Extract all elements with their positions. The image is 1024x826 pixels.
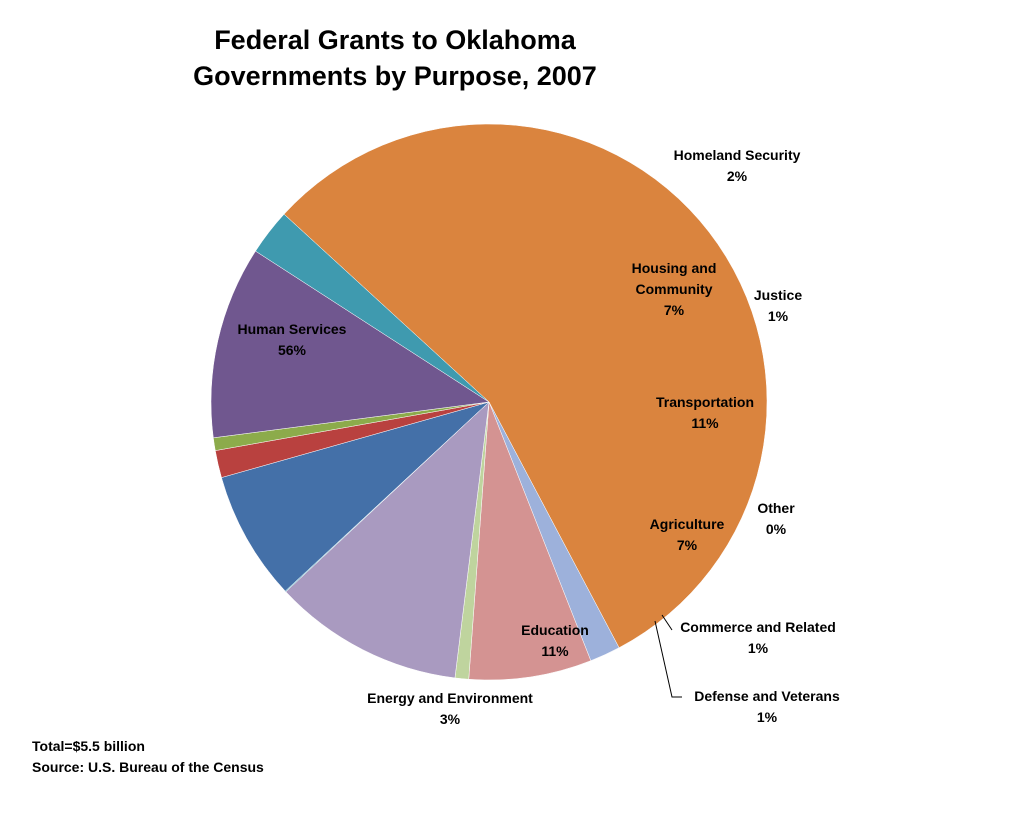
footnote-source: Source: U.S. Bureau of the Census [32, 759, 264, 775]
pie-slice-human-services [283, 123, 768, 649]
chart-title-line-2: Governments by Purpose, 2007 [193, 61, 597, 91]
slice-label-justice: Justice 1% [754, 287, 802, 324]
slice-labels: Human Services 56% Homeland Security 2% Hous… [238, 147, 840, 727]
slice-label-homeland-security: Homeland Security 2% [674, 147, 801, 184]
slice-label-housing-and-community: Housing and Community 7% [632, 260, 717, 318]
pie-slice-energy-and-environment [255, 213, 490, 403]
leader-commerce [661, 614, 673, 631]
slice-label-defense-and-veterans: Defense and Veterans 1% [694, 688, 840, 725]
footnote: Total=$5.5 billion Source: U.S. Bureau o… [32, 736, 264, 778]
chart-title-line-1: Federal Grants to Oklahoma [214, 25, 576, 55]
slice-label-human-services: Human Services 56% [238, 321, 347, 358]
pie-slice-agriculture [221, 401, 490, 592]
pie-slice-transportation [285, 401, 490, 679]
leader-defense [654, 620, 682, 698]
slice-label-transportation: Transportation 11% [656, 394, 754, 431]
slice-label-commerce-and-related: Commerce and Related 1% [680, 619, 836, 656]
slice-label-agriculture: Agriculture 7% [650, 516, 725, 553]
footnote-total: Total=$5.5 billion [32, 738, 145, 754]
pie-slices [210, 123, 768, 681]
pie-slice-housing-and-community [468, 401, 592, 681]
slice-label-energy-and-environment: Energy and Environment 3% [367, 690, 533, 727]
leader-lines [654, 614, 682, 698]
slice-label-education: Education 11% [521, 622, 589, 659]
pie-slice-education [210, 250, 490, 439]
chart-title: Federal Grants to Oklahoma Governments b… [0, 22, 790, 94]
slice-label-other: Other 0% [757, 500, 795, 537]
